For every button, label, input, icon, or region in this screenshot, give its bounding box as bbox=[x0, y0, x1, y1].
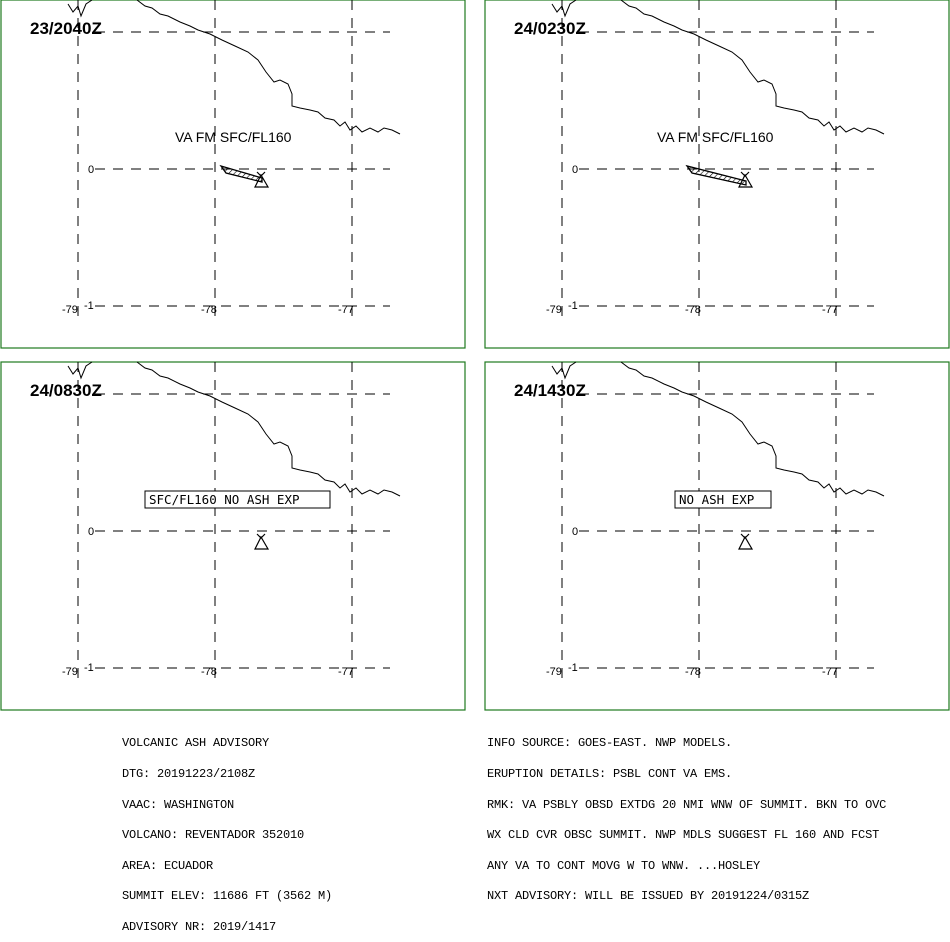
lon-77-label: -77 bbox=[822, 304, 838, 316]
volcano-icon bbox=[254, 533, 270, 550]
lat-zero-label: 0 bbox=[572, 164, 578, 176]
advisory-line: DTG: 20191223/2108Z bbox=[122, 767, 256, 781]
lat-lon-grid bbox=[77, 362, 390, 680]
ash-label: SFC/FL160 NO ASH EXP bbox=[149, 492, 300, 507]
lon-77-label: -77 bbox=[822, 666, 838, 678]
volcano-icon bbox=[738, 171, 754, 188]
lat-minus1-label: -1 bbox=[568, 662, 578, 674]
lon-79-label: -79 bbox=[62, 304, 78, 316]
forecast-panel-1: 23/2040Z VA FM SFC/FL160 0 -1 -79 -78 -7… bbox=[0, 0, 466, 349]
volcanic-ash-graphic: 23/2040Z VA FM SFC/FL160 0 -1 -79 -78 -7… bbox=[0, 0, 950, 711]
ash-plume bbox=[219, 164, 263, 183]
lat-lon-grid bbox=[77, 0, 390, 318]
lat-minus1-label: -1 bbox=[568, 300, 578, 312]
advisory-line: WX CLD CVR OBSC SUMMIT. NWP MDLS SUGGEST… bbox=[487, 828, 880, 843]
advisory-line: NXT ADVISORY: WILL BE ISSUED BY 20191224… bbox=[487, 889, 810, 904]
panel-time: 23/2040Z bbox=[30, 19, 102, 38]
lat-lon-grid bbox=[561, 362, 874, 680]
lon-78-label: -78 bbox=[685, 666, 701, 678]
coastline bbox=[551, 361, 885, 497]
lon-78-label: -78 bbox=[201, 304, 217, 316]
ash-label-box bbox=[674, 490, 772, 509]
advisory-line: VAAC: WASHINGTON bbox=[122, 797, 235, 812]
ash-plume bbox=[685, 164, 747, 186]
advisory-line: ANY VA TO CONT MOVG W TO WNW. ...HOSLEY bbox=[487, 858, 761, 873]
advisory-line: INFO SOURCE: GOES-EAST. NWP MODELS. bbox=[487, 736, 733, 751]
forecast-panel-4: 24/1430Z NO ASH EXP 0 -1 -79 -78 -77 bbox=[484, 361, 950, 711]
panel-frame bbox=[484, 361, 950, 711]
lon-78-label: -78 bbox=[685, 304, 701, 316]
volcano-icon bbox=[254, 171, 270, 188]
ash-label-box bbox=[144, 490, 331, 509]
panel-time: 24/1430Z bbox=[514, 381, 586, 400]
advisory-line: RMK: VA PSBLY OBSD EXTDG 20 NMI WNW OF S… bbox=[487, 797, 887, 812]
forecast-panel-2: 24/0230Z VA FM SFC/FL160 0 -1 -79 -78 -7… bbox=[484, 0, 950, 349]
advisory-line: VOLCANIC ASH ADVISORY bbox=[122, 736, 270, 751]
ash-label: NO ASH EXP bbox=[679, 492, 754, 507]
coastline bbox=[551, 0, 885, 135]
forecast-panel-3: 24/0830Z SFC/FL160 NO ASH EXP 0 -1 -79 -… bbox=[0, 361, 466, 711]
advisory-info-left: VOLCANIC ASH ADVISORY DTG: 20191223/2108… bbox=[122, 718, 332, 942]
lon-78-label: -78 bbox=[201, 666, 217, 678]
ash-label: VA FM SFC/FL160 bbox=[175, 129, 292, 145]
coastline bbox=[67, 0, 401, 135]
advisory-line: SUMMIT ELEV: 11686 FT (3562 M) bbox=[122, 889, 333, 904]
lat-zero-label: 0 bbox=[88, 164, 94, 176]
panel-time: 24/0230Z bbox=[514, 19, 586, 38]
advisory-line: VOLCANO: REVENTADOR 352010 bbox=[122, 828, 305, 843]
advisory-line: ERUPTION DETAILS: PSBL CONT VA EMS. bbox=[487, 767, 733, 781]
volcano-icon bbox=[738, 533, 754, 550]
advisory-info-right: INFO SOURCE: GOES-EAST. NWP MODELS. ERUP… bbox=[487, 718, 886, 912]
panel-time: 24/0830Z bbox=[30, 381, 102, 400]
lat-lon-grid bbox=[561, 0, 874, 318]
panel-frame bbox=[0, 0, 466, 349]
lon-79-label: -79 bbox=[546, 304, 562, 316]
lon-77-label: -77 bbox=[338, 304, 354, 316]
lon-77-label: -77 bbox=[338, 666, 354, 678]
coastline bbox=[67, 361, 401, 497]
lon-79-label: -79 bbox=[546, 666, 562, 678]
lat-zero-label: 0 bbox=[88, 526, 94, 538]
lon-79-label: -79 bbox=[62, 666, 78, 678]
panel-frame bbox=[0, 361, 466, 711]
ash-label: VA FM SFC/FL160 bbox=[657, 129, 774, 145]
advisory-line: ADVISORY NR: 2019/1417 bbox=[122, 919, 277, 934]
lat-minus1-label: -1 bbox=[84, 300, 94, 312]
advisory-line: AREA: ECUADOR bbox=[122, 858, 214, 873]
panel-frame bbox=[484, 0, 950, 349]
lat-minus1-label: -1 bbox=[84, 662, 94, 674]
lat-zero-label: 0 bbox=[572, 526, 578, 538]
